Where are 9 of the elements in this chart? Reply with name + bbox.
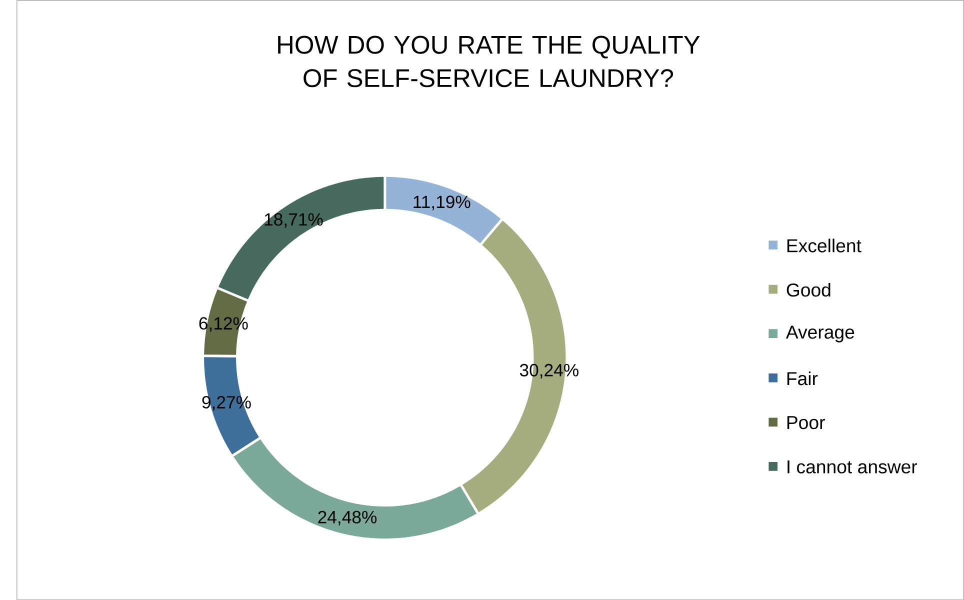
legend-label: Fair (787, 371, 818, 386)
legend-label: Good (786, 282, 830, 297)
data-label: 24,48% (318, 510, 377, 526)
legend-label: I cannot answer (788, 460, 918, 474)
data-label: 11,19% (414, 196, 470, 210)
chart-title: HOW DO YOU RATE THE QUALITY OF SELF-SERVICE LAUNDRY? (278, 36, 700, 88)
legend-label: Excellent (787, 238, 862, 252)
legend-label: Average (786, 326, 854, 342)
legend-label: Poor (787, 416, 825, 430)
